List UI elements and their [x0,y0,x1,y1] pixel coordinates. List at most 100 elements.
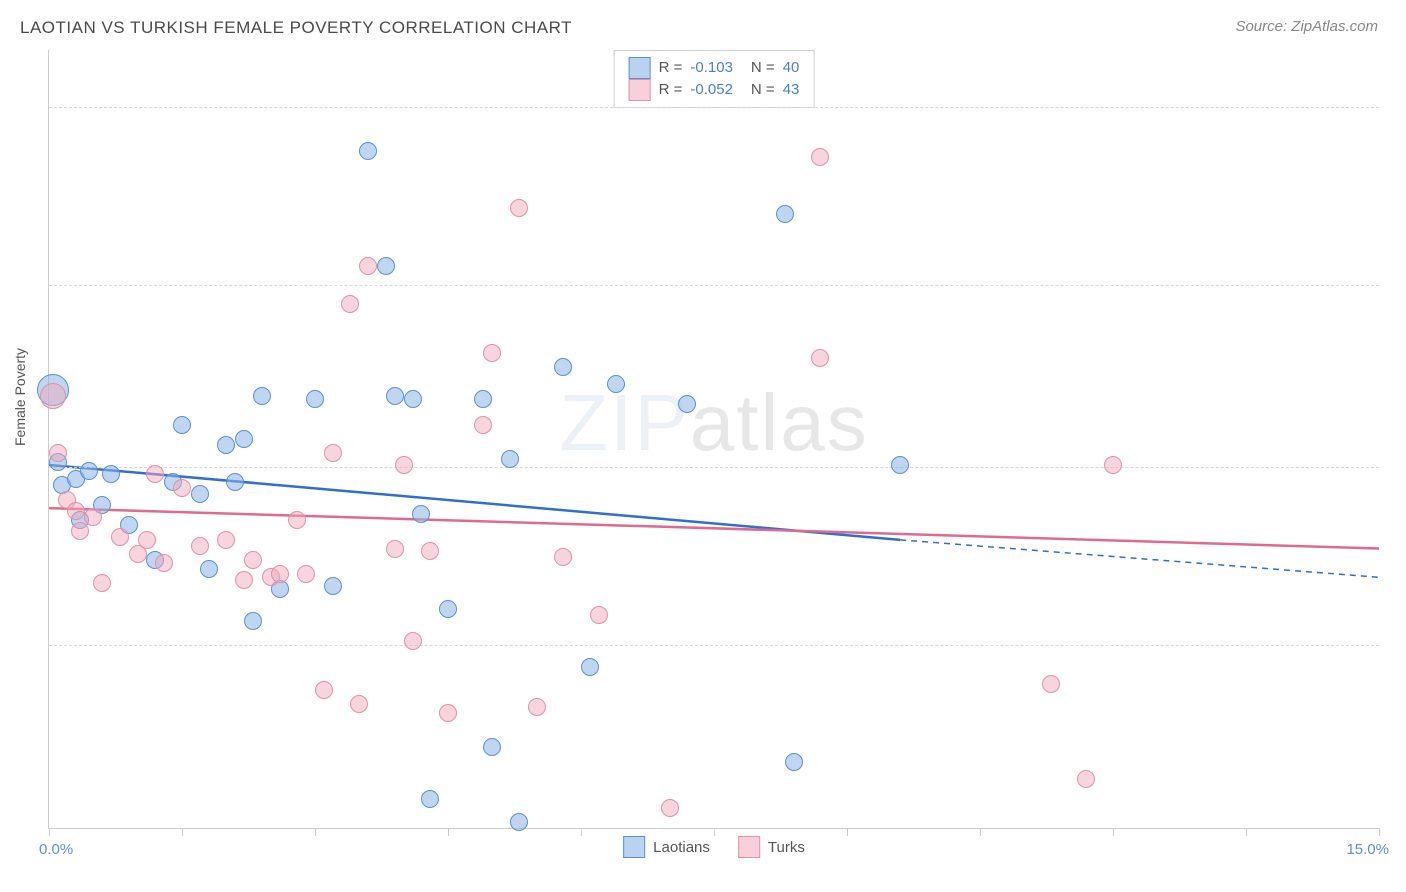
x-tick [1246,828,1247,836]
data-point [510,199,528,217]
legend-row-laotians: R = -0.103 N = 40 [629,57,800,79]
data-point [253,387,271,405]
data-point [1077,770,1095,788]
data-point [67,502,85,520]
data-point [173,479,191,497]
swatch-blue-icon [629,57,651,79]
data-point [288,511,306,529]
data-point [811,148,829,166]
data-point [811,349,829,367]
data-point [315,681,333,699]
data-point [306,390,324,408]
chart-title: LAOTIAN VS TURKISH FEMALE POVERTY CORREL… [20,18,572,38]
data-point [93,574,111,592]
data-point [554,548,572,566]
data-point [678,395,696,413]
legend-item-laotians: Laotians [623,836,710,858]
data-point [271,565,289,583]
data-point [146,465,164,483]
swatch-pink-icon [629,79,651,101]
data-point [386,540,404,558]
legend-n-label: N = [751,57,775,79]
watermark: ZIPatlas [559,377,868,469]
gridline [49,285,1379,286]
data-point [191,485,209,503]
x-tick [182,828,183,836]
data-point [590,606,608,624]
legend-n-label: N = [751,79,775,101]
data-point [1042,675,1060,693]
data-point [324,577,342,595]
data-point [510,813,528,831]
data-point [155,554,173,572]
legend-stats-box: R = -0.103 N = 40 R = -0.052 N = 43 [614,50,815,108]
data-point [71,522,89,540]
legend-n-val-0: 40 [783,57,800,79]
data-point [661,799,679,817]
data-point [40,383,66,409]
data-point [324,444,342,462]
source-label: Source: ZipAtlas.com [1235,18,1378,35]
x-tick [581,828,582,836]
data-point [439,600,457,618]
data-point [226,473,244,491]
data-point [80,462,98,480]
bottom-legend: Laotians Turks [623,836,805,858]
data-point [217,436,235,454]
data-point [528,698,546,716]
chart-container: LAOTIAN VS TURKISH FEMALE POVERTY CORREL… [0,0,1406,892]
data-point [217,531,235,549]
data-point [581,658,599,676]
gridline [49,107,1379,108]
legend-row-turks: R = -0.052 N = 43 [629,79,800,101]
data-point [350,695,368,713]
plot-area: ZIPatlas R = -0.103 N = 40 R = -0.052 N … [48,50,1379,829]
data-point [49,444,67,462]
data-point [359,257,377,275]
data-point [395,456,413,474]
watermark-thin: atlas [690,378,869,467]
data-point [377,257,395,275]
data-point [244,551,262,569]
data-point [501,450,519,468]
legend-label-1: Turks [768,839,805,856]
gridline [49,645,1379,646]
data-point [474,416,492,434]
data-point [776,205,794,223]
data-point [483,344,501,362]
x-tick [448,828,449,836]
swatch-pink-icon [738,836,760,858]
legend-n-val-1: 43 [783,79,800,101]
legend-r-label: R = [659,79,683,101]
data-point [235,430,253,448]
data-point [244,612,262,630]
watermark-bold: ZIP [559,378,689,467]
data-point [102,465,120,483]
data-point [138,531,156,549]
swatch-blue-icon [623,836,645,858]
legend-item-turks: Turks [738,836,805,858]
x-tick [980,828,981,836]
x-tick [847,828,848,836]
data-point [235,571,253,589]
data-point [111,528,129,546]
data-point [483,738,501,756]
x-tick [714,828,715,836]
x-tick [49,828,50,836]
legend-label-0: Laotians [653,839,710,856]
x-tick [1379,828,1380,836]
data-point [421,790,439,808]
gridline [49,467,1379,468]
data-point [474,390,492,408]
data-point [297,565,315,583]
data-point [785,753,803,771]
data-point [173,416,191,434]
data-point [341,295,359,313]
data-point [191,537,209,555]
data-point [607,375,625,393]
legend-r-val-0: -0.103 [690,57,733,79]
x-tick [315,828,316,836]
data-point [404,390,422,408]
data-point [554,358,572,376]
data-point [439,704,457,722]
